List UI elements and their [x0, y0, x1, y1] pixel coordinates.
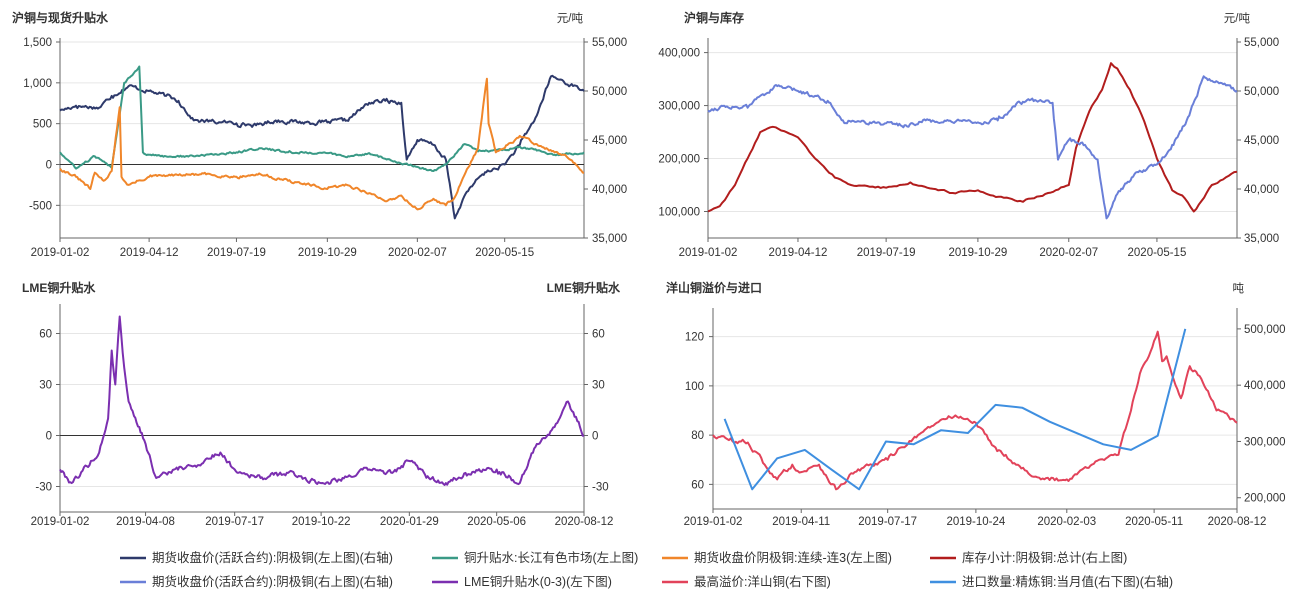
- y-tick-label-right: 60: [592, 329, 605, 341]
- right-axis-unit: 元/吨: [1224, 12, 1251, 25]
- right-axis-unit: 吨: [1233, 282, 1245, 295]
- y-tick-label-left: 0: [46, 431, 52, 443]
- chart-panel-2: 沪铜与库存 元/吨 400,000 300,000 200,000 100,000 55,0…: [658, 10, 1279, 259]
- chart-panel-3: LME铜升贴水 LME铜升贴水 60 30 0 -30 60 30 0 -30 2019-01-02…: [22, 280, 621, 528]
- y-tick-label-left: 100,000: [658, 207, 700, 219]
- y-tick-label-left: 400,000: [658, 48, 700, 60]
- x-tick-label: 2020-08-12: [1208, 516, 1267, 528]
- y-tick-label-right: 35,000: [1244, 233, 1279, 245]
- x-tick-label: 2019-10-22: [292, 516, 351, 528]
- x-tick-label: 2020-05-11: [1125, 516, 1183, 528]
- legend-label: 进口数量:精炼铜:当月值(右下图)(右轴): [962, 574, 1173, 589]
- x-tick-label: 2020-02-03: [1037, 516, 1096, 528]
- series-line: [59, 77, 585, 211]
- y-tick-label-left: 100: [685, 381, 704, 393]
- right-axis-title: LME铜升贴水: [547, 280, 621, 295]
- y-tick-label-right: 55,000: [592, 37, 627, 49]
- x-tick-label: 2020-05-15: [1128, 247, 1187, 259]
- legend-label: 期货收盘价(活跃合约):阴极铜(左上图)(右轴): [152, 550, 393, 565]
- chart-panel-1: 沪铜与现货升贴水 元/吨 1,500 1,000 500 0 -500 55,000 50,00…: [12, 10, 627, 259]
- x-tick-label: 2019-04-11: [772, 516, 830, 528]
- y-tick-label-right: 50,000: [1244, 86, 1279, 98]
- x-tick-label: 2019-04-08: [116, 516, 175, 528]
- x-tick-label: 2019-10-29: [948, 247, 1007, 259]
- chart-panel-4: 洋山铜溢价与进口 吨 120 100 80 60 500,000 400,000 300,000…: [666, 280, 1286, 528]
- legend-label: 期货收盘价(活跃合约):阴极铜(右上图)(右轴): [152, 574, 393, 589]
- y-tick-label-right: 40,000: [1244, 184, 1279, 196]
- y-tick-label-left: 60: [39, 329, 52, 341]
- legend-item: LME铜升贴水(0-3)(左下图): [432, 574, 612, 589]
- series-line: [712, 330, 1238, 491]
- y-tick-label-left: 1,500: [23, 37, 52, 49]
- y-tick-label-left: -500: [29, 200, 52, 212]
- x-tick-label: 2019-10-24: [946, 516, 1005, 528]
- x-tick-label: 2019-04-12: [769, 247, 828, 259]
- y-tick-label-right: 200,000: [1244, 493, 1286, 505]
- legend-item: 铜升贴水:长江有色市场(左上图): [432, 550, 638, 565]
- y-tick-label-left: 1,000: [23, 78, 52, 90]
- series-line: [59, 65, 585, 172]
- legend-item: 期货收盘价阴极铜:连续-连3(左上图): [662, 550, 892, 565]
- y-tick-label-right: 45,000: [1244, 135, 1279, 147]
- chart-title: 洋山铜溢价与进口: [666, 280, 762, 295]
- y-tick-label-left: 200,000: [658, 154, 700, 166]
- chart-title: 沪铜与现货升贴水: [12, 10, 109, 25]
- x-tick-label: 2019-01-02: [31, 247, 90, 259]
- series-line: [59, 74, 585, 220]
- x-tick-label: 2020-02-07: [388, 247, 447, 259]
- y-tick-label-right: 35,000: [592, 233, 627, 245]
- legend-item: 期货收盘价(活跃合约):阴极铜(左上图)(右轴): [120, 550, 393, 565]
- chart-title: 沪铜与库存: [684, 10, 744, 25]
- legend-label: 库存小计:阴极铜:总计(右上图): [962, 550, 1127, 565]
- y-tick-label-left: 300,000: [658, 101, 700, 113]
- legend-item: 进口数量:精炼铜:当月值(右下图)(右轴): [930, 574, 1173, 589]
- y-tick-label-right: 50,000: [592, 86, 627, 98]
- x-tick-label: 2020-05-15: [475, 247, 534, 259]
- y-tick-label-right: 55,000: [1244, 37, 1279, 49]
- y-tick-label-right: 30: [592, 380, 605, 392]
- legend-item: 期货收盘价(活跃合约):阴极铜(右上图)(右轴): [120, 574, 393, 589]
- y-tick-label-right: -30: [592, 482, 609, 494]
- x-tick-label: 2020-05-06: [467, 516, 526, 528]
- legend-item: 库存小计:阴极铜:总计(右上图): [930, 550, 1127, 565]
- y-tick-label-left: 30: [39, 380, 52, 392]
- y-tick-label-right: 0: [592, 431, 598, 443]
- x-tick-label: 2019-01-02: [684, 516, 743, 528]
- y-tick-label-left: 0: [46, 160, 52, 172]
- chart-title: LME铜升贴水: [22, 280, 96, 295]
- x-tick-label: 2019-01-02: [31, 516, 90, 528]
- x-tick-label: 2019-07-19: [207, 247, 266, 259]
- legend-item: 最高溢价:洋山铜(右下图): [662, 574, 831, 589]
- x-tick-label: 2019-07-17: [858, 516, 917, 528]
- right-axis-unit: 元/吨: [557, 12, 584, 25]
- series-line: [59, 315, 585, 486]
- y-tick-label-right: 40,000: [592, 184, 627, 196]
- x-tick-label: 2019-07-19: [857, 247, 916, 259]
- x-tick-label: 2019-04-12: [120, 247, 179, 259]
- y-tick-label-left: 60: [691, 479, 704, 491]
- y-tick-label-right: 300,000: [1244, 436, 1286, 448]
- y-tick-label-right: 400,000: [1244, 380, 1286, 392]
- y-tick-label-left: 500: [33, 119, 52, 131]
- x-tick-label: 2019-07-17: [205, 516, 264, 528]
- legend: 期货收盘价(活跃合约):阴极铜(左上图)(右轴) 铜升贴水:长江有色市场(左上图)…: [120, 550, 1173, 589]
- x-tick-label: 2019-10-29: [298, 247, 357, 259]
- x-tick-label: 2020-01-29: [380, 516, 439, 528]
- x-tick-label: 2019-01-02: [679, 247, 738, 259]
- series-line: [723, 328, 1187, 491]
- y-tick-label-left: -30: [35, 482, 52, 494]
- legend-label: 期货收盘价阴极铜:连续-连3(左上图): [694, 550, 892, 565]
- legend-label: 最高溢价:洋山铜(右下图): [694, 574, 831, 589]
- x-tick-label: 2020-08-12: [555, 516, 614, 528]
- y-tick-label-right: 45,000: [592, 135, 627, 147]
- series-line: [707, 75, 1238, 220]
- legend-label: LME铜升贴水(0-3)(左下图): [464, 574, 612, 589]
- y-tick-label-left: 80: [691, 430, 704, 442]
- series-line: [707, 62, 1238, 213]
- y-tick-label-right: 500,000: [1244, 324, 1286, 336]
- x-tick-label: 2020-02-07: [1039, 247, 1098, 259]
- y-tick-label-left: 120: [685, 332, 704, 344]
- legend-label: 铜升贴水:长江有色市场(左上图): [464, 550, 638, 565]
